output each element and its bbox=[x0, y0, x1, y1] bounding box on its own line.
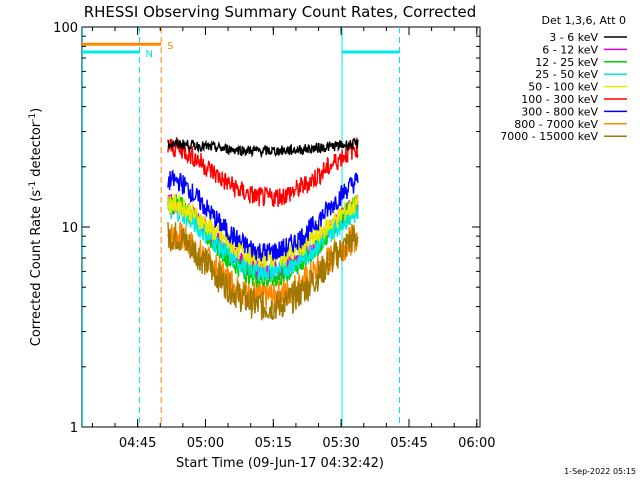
chart-title: RHESSI Observing Summary Count Rates, Co… bbox=[84, 3, 477, 21]
y-axis-label-sup2: -1 bbox=[28, 113, 38, 122]
series-group bbox=[167, 136, 359, 321]
flag-label: N bbox=[145, 49, 152, 60]
legend-label: 6 - 12 keV bbox=[542, 43, 598, 56]
x-axis-label: Start Time (09-Jun-17 04:32:42) bbox=[176, 456, 384, 471]
x-tick-label: 04:45 bbox=[119, 436, 156, 451]
plot-frame bbox=[81, 26, 481, 428]
x-tick-label: 05:30 bbox=[322, 436, 359, 451]
flag-bars: SN bbox=[82, 41, 400, 60]
y-axis-label-end: ) bbox=[29, 108, 44, 113]
legend-label: 100 - 300 keV bbox=[521, 93, 598, 106]
y-axis-label-main: Corrected Count Rate (s bbox=[29, 190, 44, 347]
legend-label: 3 - 6 keV bbox=[549, 31, 598, 44]
y-axis-label-sup1: -1 bbox=[28, 181, 38, 190]
y-tick-label: 1 bbox=[70, 421, 78, 436]
series-line bbox=[167, 222, 359, 321]
x-tick-label: 05:00 bbox=[187, 436, 224, 451]
x-axis: 04:45 05:00 05:15 05:30 05:45 06:00 bbox=[91, 27, 496, 451]
x-tick-label: 05:45 bbox=[390, 436, 427, 451]
series-line bbox=[167, 137, 359, 159]
legend-label: 800 - 7000 keV bbox=[514, 118, 598, 131]
y-axis-label: Corrected Count Rate (s-1 detector-1) bbox=[28, 108, 44, 346]
y-axis-label-mid: detector bbox=[29, 121, 44, 181]
legend-label: 7000 - 15000 keV bbox=[500, 130, 598, 143]
y-tick-label: 10 bbox=[61, 221, 78, 236]
y-tick-label: 100 bbox=[53, 21, 78, 36]
x-tick-label: 05:15 bbox=[255, 436, 292, 451]
legend-label: 300 - 800 keV bbox=[521, 105, 598, 118]
legend-header: Det 1,3,6, Att 0 bbox=[542, 14, 626, 27]
footer-timestamp: 1-Sep-2022 05:15 bbox=[564, 467, 636, 476]
series-line bbox=[167, 136, 359, 208]
legend-label: 25 - 50 keV bbox=[535, 68, 598, 81]
series-line bbox=[167, 169, 359, 262]
flag-label: S bbox=[167, 41, 173, 52]
x-tick-label: 06:00 bbox=[458, 436, 495, 451]
legend-label: 50 - 100 keV bbox=[528, 81, 598, 94]
legend-label: 12 - 25 keV bbox=[535, 56, 598, 69]
y-axis: 1 10 100 bbox=[53, 21, 480, 436]
